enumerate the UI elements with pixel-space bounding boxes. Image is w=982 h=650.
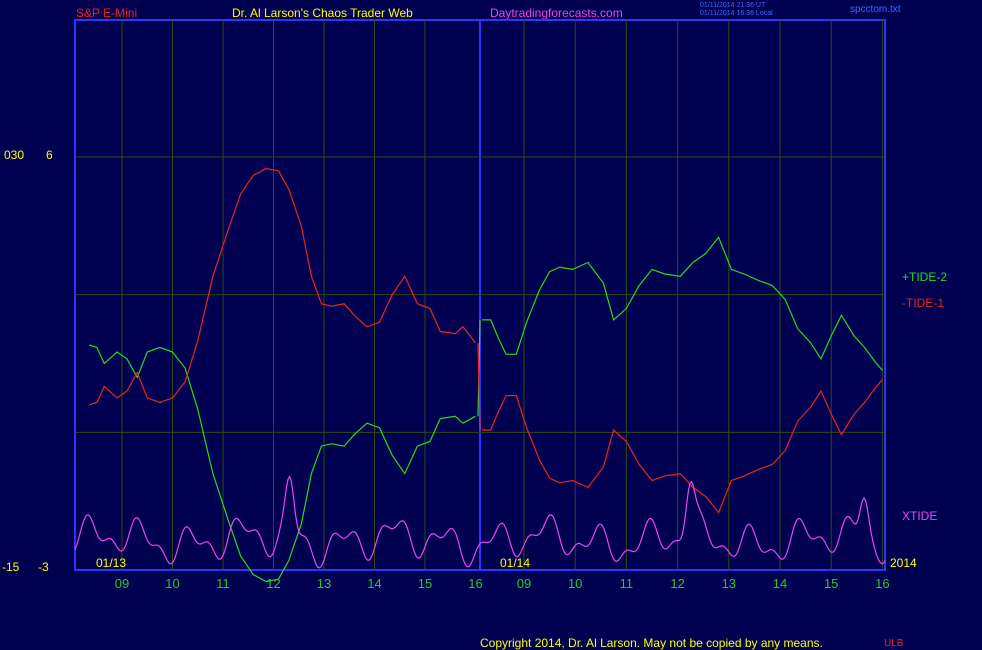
y-tick-top-a: 030 bbox=[4, 148, 25, 162]
xtide-line bbox=[74, 475, 886, 569]
x-tick-label: 15 bbox=[824, 576, 838, 591]
y-tick-top-b: 6 bbox=[46, 148, 53, 162]
x-tick-label: 12 bbox=[670, 576, 684, 591]
x-tick-label: 11 bbox=[620, 576, 634, 591]
x-tick-label: 09 bbox=[115, 576, 129, 591]
legend-xtide: XTIDE bbox=[902, 509, 938, 523]
copyright-mark: ULB bbox=[884, 638, 904, 649]
date-label-2: 01/14 bbox=[500, 556, 531, 570]
x-tick-label: 09 bbox=[517, 576, 531, 591]
tide-plus-line bbox=[482, 236, 883, 371]
x-tick-label: 10 bbox=[568, 576, 582, 591]
x-tick-label: 10 bbox=[165, 576, 179, 591]
legend-tide-plus: +TIDE-2 bbox=[902, 270, 948, 284]
site-link[interactable]: Daytradingforecasts.com bbox=[490, 6, 623, 20]
x-tick-label: 14 bbox=[773, 576, 787, 591]
copyright-text: Copyright 2014, Dr. Al Larson. May not b… bbox=[480, 636, 823, 650]
x-tick-label: 16 bbox=[468, 576, 482, 591]
legend-tide-minus: -TIDE-1 bbox=[902, 296, 944, 310]
timestamp-ut: 01/11/2014 21:36 UT bbox=[700, 2, 766, 9]
year-label: 2014 bbox=[890, 556, 917, 570]
x-tick-label: 13 bbox=[722, 576, 736, 591]
tide-plus-line bbox=[89, 344, 476, 583]
y-tick-bottom-b: -3 bbox=[38, 560, 49, 574]
x-tick-label: 11 bbox=[216, 576, 230, 591]
x-tick-label: 14 bbox=[367, 576, 381, 591]
tide-minus-jump bbox=[477, 342, 481, 431]
tide-minus-line bbox=[89, 167, 476, 406]
symbol-label: S&P E-Mini bbox=[76, 6, 138, 20]
x-tick-label: 16 bbox=[875, 576, 889, 591]
y-tick-bottom-a: -15 bbox=[2, 560, 20, 574]
x-tick-label: 15 bbox=[418, 576, 432, 591]
tide-minus-line bbox=[482, 379, 883, 514]
file-name: spcctom.txt bbox=[850, 4, 901, 15]
timestamp-local: 01/11/2014 16:36 Local bbox=[700, 10, 773, 17]
x-tick-label: 13 bbox=[317, 576, 331, 591]
date-label-1: 01/13 bbox=[96, 556, 127, 570]
chart-title: Dr. Al Larson's Chaos Trader Web bbox=[232, 6, 413, 20]
